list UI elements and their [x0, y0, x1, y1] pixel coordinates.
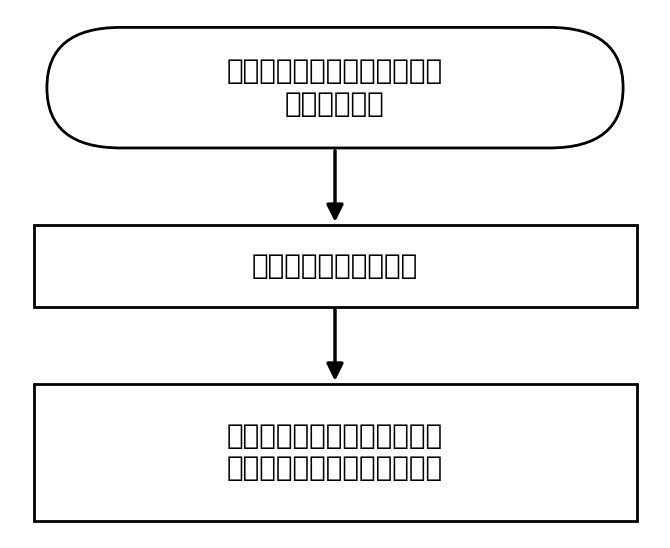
Text: 基于脉搏时空解析模型参数的
恶性心律失常识别与突发预测: 基于脉搏时空解析模型参数的 恶性心律失常识别与突发预测: [227, 422, 443, 482]
Text: 获取人体体表脉管处预定时间
长度脉搏信号: 获取人体体表脉管处预定时间 长度脉搏信号: [227, 58, 443, 118]
FancyBboxPatch shape: [47, 27, 623, 148]
Bar: [34, 225, 636, 307]
Bar: [34, 384, 636, 521]
Text: 脉搏信号时空解析建模: 脉搏信号时空解析建模: [252, 252, 418, 280]
